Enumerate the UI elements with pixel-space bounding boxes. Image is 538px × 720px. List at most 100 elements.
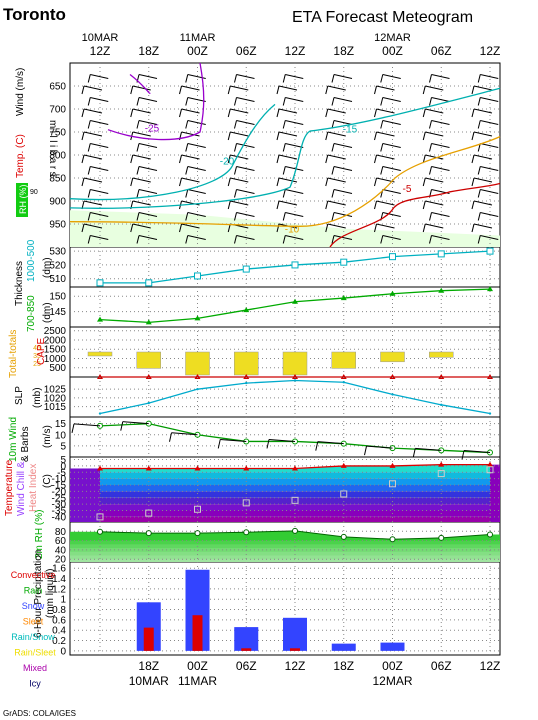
data-point: [292, 527, 298, 534]
data-point: [245, 381, 248, 385]
wind-barb: [230, 108, 249, 114]
wind-barb: [331, 74, 335, 83]
wind-barb: [181, 154, 200, 160]
rh-gradient: [70, 540, 500, 562]
wind-barb: [471, 177, 475, 187]
wind-barb: [234, 212, 237, 221]
bottom-hour-label: 12Z: [285, 659, 306, 673]
wind-chill-point: [291, 496, 299, 504]
wind-barb: [90, 143, 109, 148]
wind-barb: [87, 120, 91, 129]
wind-chill-point: [145, 509, 153, 517]
data-point: [243, 307, 250, 313]
precip-convective-bar: [143, 627, 154, 651]
wind-barb: [236, 97, 255, 102]
wind-barb: [234, 120, 237, 129]
y-tick-label: 800: [49, 151, 66, 162]
wind-barb: [132, 200, 151, 206]
wind-barb: [71, 423, 75, 433]
wind-barb: [278, 200, 298, 206]
top-hour-label: 00Z: [187, 44, 208, 58]
precip-legend: Convective Rain Snow Sleet Rain/Snow Rain/Sle…: [11, 570, 57, 689]
wind-barb: [83, 85, 103, 91]
y-tick-label: 5: [60, 441, 66, 452]
wind-barb: [325, 200, 329, 210]
bottom-hour-label: 06Z: [431, 659, 452, 673]
wind-barb: [130, 154, 134, 164]
y-tick-label: 1: [60, 595, 66, 606]
data-point: [145, 279, 153, 287]
wind-barb: [227, 108, 231, 118]
contour-label: -20: [220, 157, 235, 168]
series-line: [99, 423, 491, 454]
wind-barb: [382, 120, 401, 125]
station-name: Toronto: [3, 5, 66, 24]
wind-barb: [227, 177, 231, 187]
wind-barb: [382, 212, 401, 217]
wind-barb: [81, 108, 85, 118]
wind-barb: [185, 143, 189, 152]
wind-barb: [236, 74, 255, 79]
data-point: [389, 290, 396, 296]
precip-bar: [283, 617, 307, 651]
data-point: [145, 374, 152, 379]
thickness-1000-500-panel: 510 520 530: [49, 247, 500, 287]
wind-barb: [374, 223, 377, 233]
wind-barb: [90, 74, 109, 79]
wind-barb: [429, 74, 432, 83]
slp-label: SLP: [14, 386, 25, 405]
wind-barb: [130, 85, 134, 95]
wind-barb: [422, 223, 426, 233]
temp-band: [100, 491, 490, 498]
top-time-axis: 10MAR 11MAR 12MAR 12Z 18Z 00Z 06Z 12Z 18Z 00Z 06Z 1…: [82, 32, 501, 58]
wind-barb: [236, 166, 255, 171]
wind-barb: [181, 108, 200, 114]
wind-barb: [477, 212, 481, 221]
wind-barb: [179, 85, 182, 95]
data-point: [145, 465, 152, 471]
y-tick-label: 850: [49, 174, 66, 185]
wind-barb: [285, 143, 304, 148]
wind-chill-point: [194, 505, 201, 513]
wind-barb: [185, 166, 189, 175]
wind-barb: [87, 235, 91, 244]
temperature-2m-panel: 50-5-10-15-20-25-30-35-40: [52, 455, 500, 523]
wind-barb: [220, 438, 247, 442]
rh-gradient: [70, 544, 500, 562]
wind-barb: [136, 143, 140, 152]
wind-barb: [132, 223, 151, 229]
data-point: [97, 465, 103, 471]
wind-barb: [376, 200, 395, 206]
wind-barb: [132, 154, 151, 160]
wind-barb: [429, 143, 432, 152]
wind-barb: [429, 97, 432, 106]
wind-barb: [187, 143, 206, 148]
wind-barb: [331, 97, 335, 106]
wind-barb: [317, 441, 344, 445]
wind-barb: [181, 223, 200, 229]
data-point: [292, 465, 298, 471]
wind-barb: [333, 143, 353, 148]
wind10-unit-label: (m/s): [42, 425, 53, 448]
y-tick-label: 40: [55, 545, 67, 556]
wind-barb: [227, 154, 231, 164]
wind-barb: [374, 200, 377, 210]
rh-gradient: [70, 551, 500, 562]
wind-barb: [333, 120, 353, 125]
series-line: [99, 288, 491, 324]
wind-barb: [83, 177, 103, 183]
top-hour-label: 18Z: [333, 44, 354, 58]
wind-barb: [325, 154, 329, 164]
top-hour-label: 00Z: [382, 44, 403, 58]
wind-barb: [425, 85, 444, 91]
y-tick-label: 1025: [44, 385, 67, 396]
wind-barb: [227, 85, 231, 95]
wind-barb: [187, 120, 206, 125]
temp-c-label: Temp. (C): [15, 134, 26, 178]
wind-barb: [425, 177, 444, 183]
wind-barb: [236, 189, 255, 194]
data-point: [243, 374, 250, 379]
